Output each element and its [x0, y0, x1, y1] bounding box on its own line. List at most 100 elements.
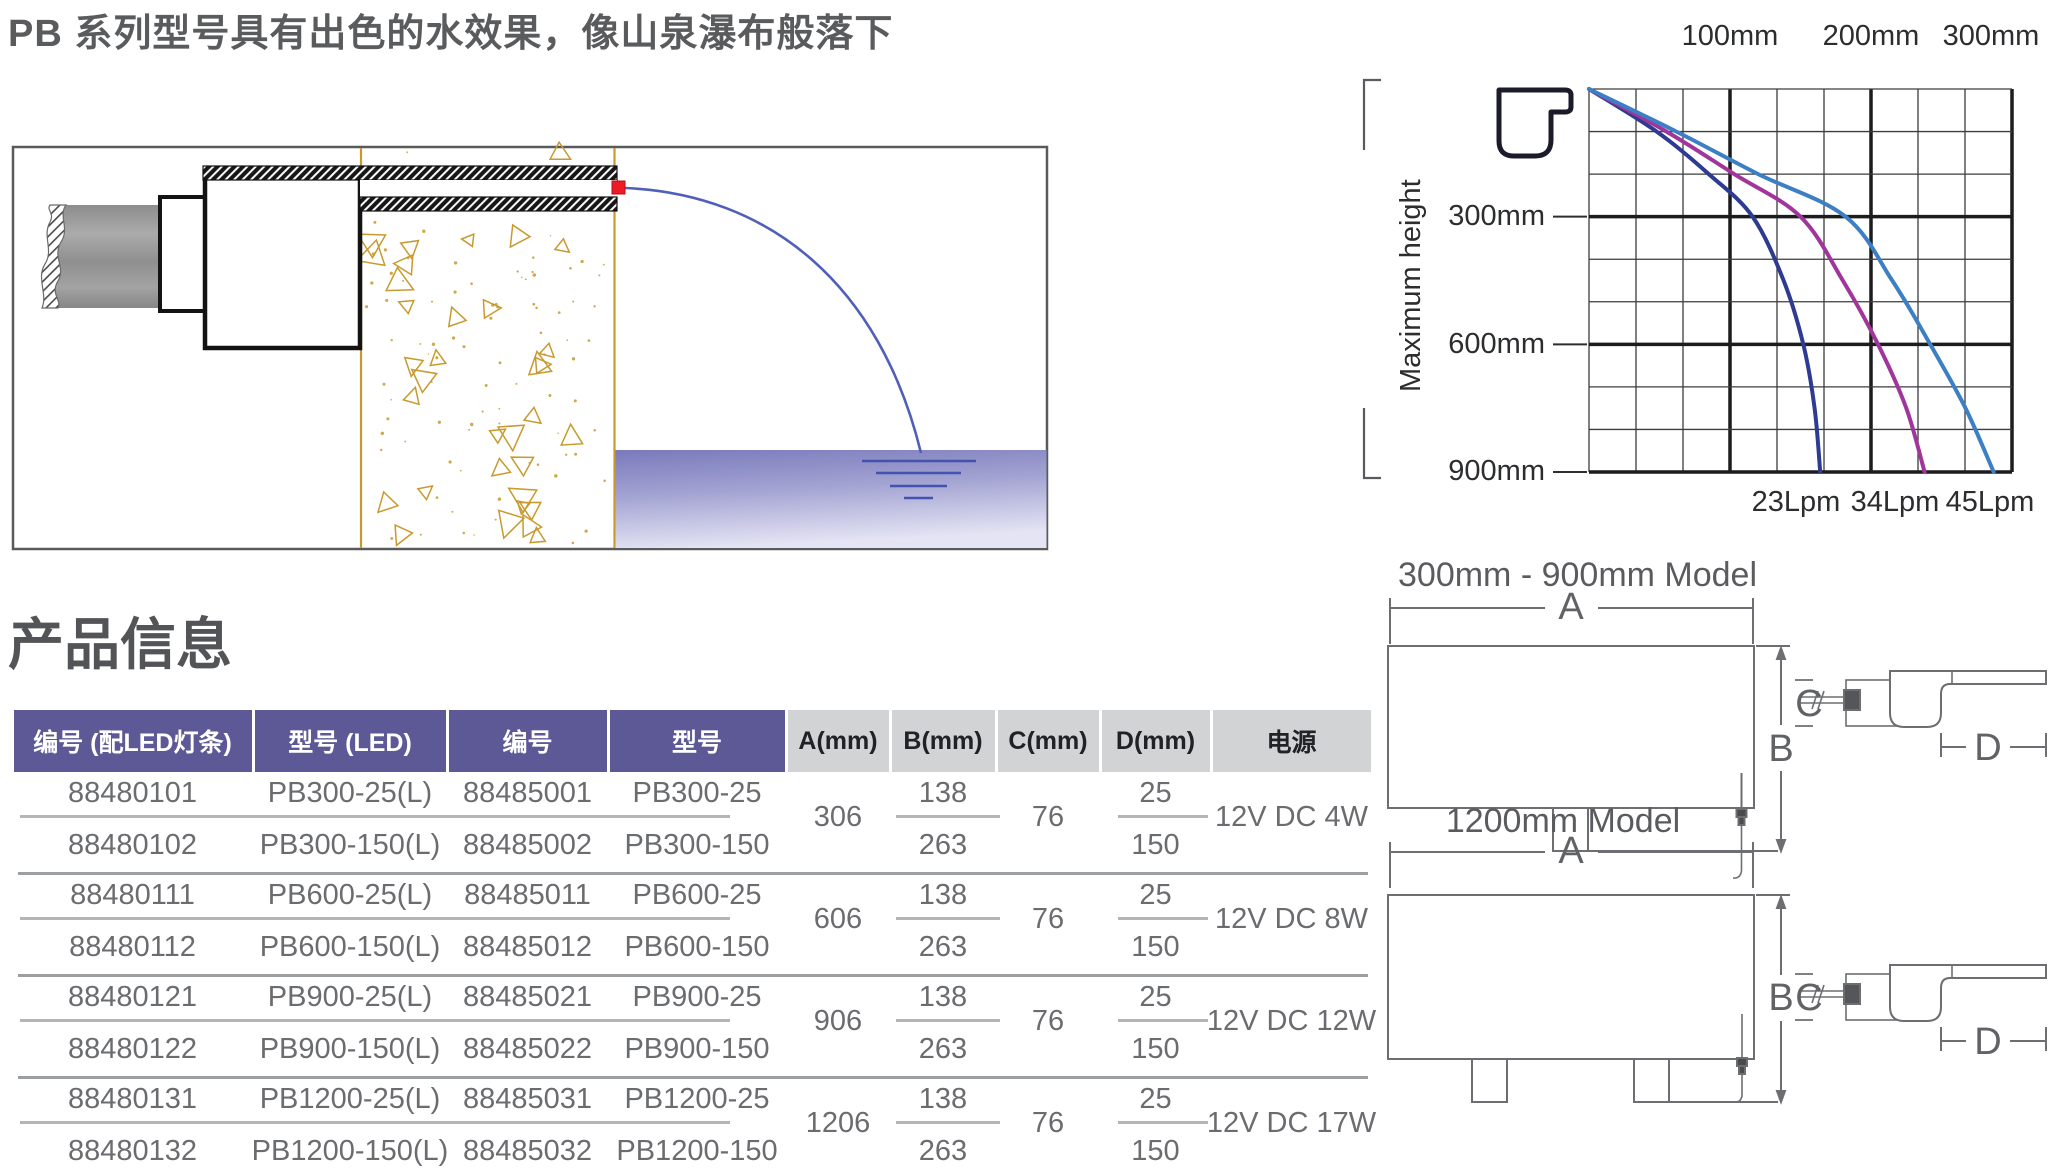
- axis-bracket: [1362, 78, 1381, 480]
- model1-dim-c-ticks: [1795, 679, 1813, 727]
- model2-front-view: [1387, 894, 1755, 1060]
- cell-g0-r0-c3: PB300-25: [632, 776, 762, 809]
- speckle-dot: [453, 261, 458, 265]
- cell-g2-power: 12V DC 12W: [1206, 1004, 1377, 1037]
- speckle-dot: [602, 263, 605, 266]
- cell-g1-r1-c3: PB600-150: [624, 930, 770, 963]
- model2-spout-profile: [1889, 964, 2047, 1022]
- cell-g3-r1-c0: 88480132: [67, 1134, 198, 1167]
- speckle-dot: [419, 533, 422, 536]
- table-header-6: C(mm): [997, 710, 1099, 772]
- d-divider-g1: [1118, 917, 1208, 920]
- table-header-1: 型号 (LED): [254, 710, 446, 772]
- speckle-dot: [451, 510, 454, 513]
- table-header-5: B(mm): [891, 710, 995, 772]
- speckle-triangle: [522, 513, 544, 539]
- speckle-dot: [389, 271, 393, 275]
- model2-pipe-fitting: [1843, 983, 1861, 1005]
- speckle-dot: [532, 302, 536, 306]
- cell-g3-r1-c2: 88485032: [462, 1134, 593, 1167]
- d-divider-g3: [1118, 1121, 1208, 1124]
- cell-g0-c: 76: [1031, 800, 1065, 833]
- speckle-triangle: [392, 253, 414, 277]
- cell-g1-r0-c0: 88480111: [70, 878, 195, 911]
- speckle-dot: [494, 302, 498, 306]
- speckle-dot: [435, 496, 439, 499]
- model2-inlet-tab-right: [1633, 1058, 1670, 1103]
- curve-45Lpm: [1587, 87, 1996, 474]
- model2-dim-d-line: [1940, 1027, 2047, 1051]
- speckle-triangle: [522, 405, 543, 425]
- cell-g3-c: 76: [1031, 1106, 1065, 1139]
- speckle-dot: [548, 394, 552, 397]
- table-header-3: 型号: [609, 710, 785, 772]
- group-separator-0: [18, 871, 1368, 875]
- speckle-dot: [371, 252, 376, 256]
- curve-23Lpm: [1587, 87, 1823, 474]
- cell-g1-c: 76: [1031, 902, 1065, 935]
- concrete-speckles: [355, 140, 606, 547]
- speckle-triangle: [384, 266, 415, 292]
- cell-g0-r1-c1: PB300-150(L): [259, 828, 441, 861]
- speckle-triangle: [496, 424, 526, 453]
- model1-b-arrows: [1775, 645, 1787, 854]
- speckle-dot: [491, 303, 495, 307]
- row-divider-g1: [20, 917, 730, 920]
- speckle-triangle: [509, 223, 532, 249]
- speckle-dot: [571, 541, 575, 545]
- speckle-dot: [404, 440, 407, 443]
- b-divider-g3: [896, 1121, 1000, 1124]
- model1-cable: [1732, 773, 1748, 879]
- cell-g2-r0-c3: PB900-25: [632, 980, 762, 1013]
- chart-bottom-label-45lpm: 45Lpm: [1945, 486, 2035, 518]
- speckle-dot: [468, 428, 471, 431]
- spout-profile-icon: [1496, 87, 1574, 159]
- d-divider-g2: [1118, 1019, 1208, 1022]
- speckle-dot: [470, 282, 473, 285]
- speckle-dot: [484, 384, 488, 387]
- speckle-dot: [565, 453, 568, 456]
- waterfall-unit-body: [202, 165, 363, 351]
- speckle-triangle: [507, 487, 539, 514]
- model2-title: 1200mm Model: [1445, 802, 1681, 840]
- speckle-triangle: [553, 237, 571, 254]
- model2-inlet-tab-left: [1471, 1058, 1508, 1103]
- model1-dim-c-label: C: [1795, 683, 1823, 725]
- chart-left-label-900mm: 900mm: [1448, 455, 1545, 487]
- speckle-dot: [390, 339, 393, 342]
- speckle-dot: [516, 270, 519, 273]
- chart-axis-ticks: [1553, 215, 1587, 473]
- speckle-dot: [515, 382, 518, 385]
- speckle-dot: [521, 276, 523, 279]
- model2-dim-d-label: D: [1974, 1021, 2002, 1063]
- cell-g1-r0-c1: PB600-25(L): [267, 878, 433, 911]
- cell-g0-power: 12V DC 4W: [1214, 800, 1369, 833]
- chart-bottom-label-23lpm: 23Lpm: [1751, 486, 1841, 518]
- cell-g3-r0-c1: PB1200-25(L): [259, 1082, 441, 1115]
- speckle-dot: [451, 336, 456, 340]
- speckle-dot: [473, 534, 475, 536]
- cell-g1-power: 12V DC 8W: [1214, 902, 1369, 935]
- cell-g2-r1-c2: 88485022: [462, 1032, 593, 1065]
- spout-outlet-marker: [611, 180, 626, 195]
- speckle-dot: [593, 428, 596, 432]
- cell-g2-a: 906: [813, 1004, 863, 1037]
- cell-g1-d2: 150: [1131, 930, 1180, 963]
- installation-diagram: [11, 140, 1049, 551]
- spout-bottom-hatch: [359, 196, 618, 212]
- speckle-triangle: [490, 457, 512, 477]
- speckle-dot: [365, 305, 369, 309]
- chart-left-label-300mm: 300mm: [1448, 200, 1545, 232]
- speckle-dot: [380, 448, 383, 452]
- speckle-dot: [557, 311, 561, 314]
- speckle-dot: [531, 270, 534, 274]
- cell-g2-r1-c1: PB900-150(L): [259, 1032, 441, 1065]
- page-title: PB 系列型号具有出色的水效果，像山泉瀑布般落下: [8, 13, 894, 55]
- speckle-dot: [370, 281, 374, 285]
- cell-g0-r1-c0: 88480102: [67, 828, 198, 861]
- speckle-dot: [571, 357, 576, 361]
- pipe-torn-end: [40, 204, 68, 309]
